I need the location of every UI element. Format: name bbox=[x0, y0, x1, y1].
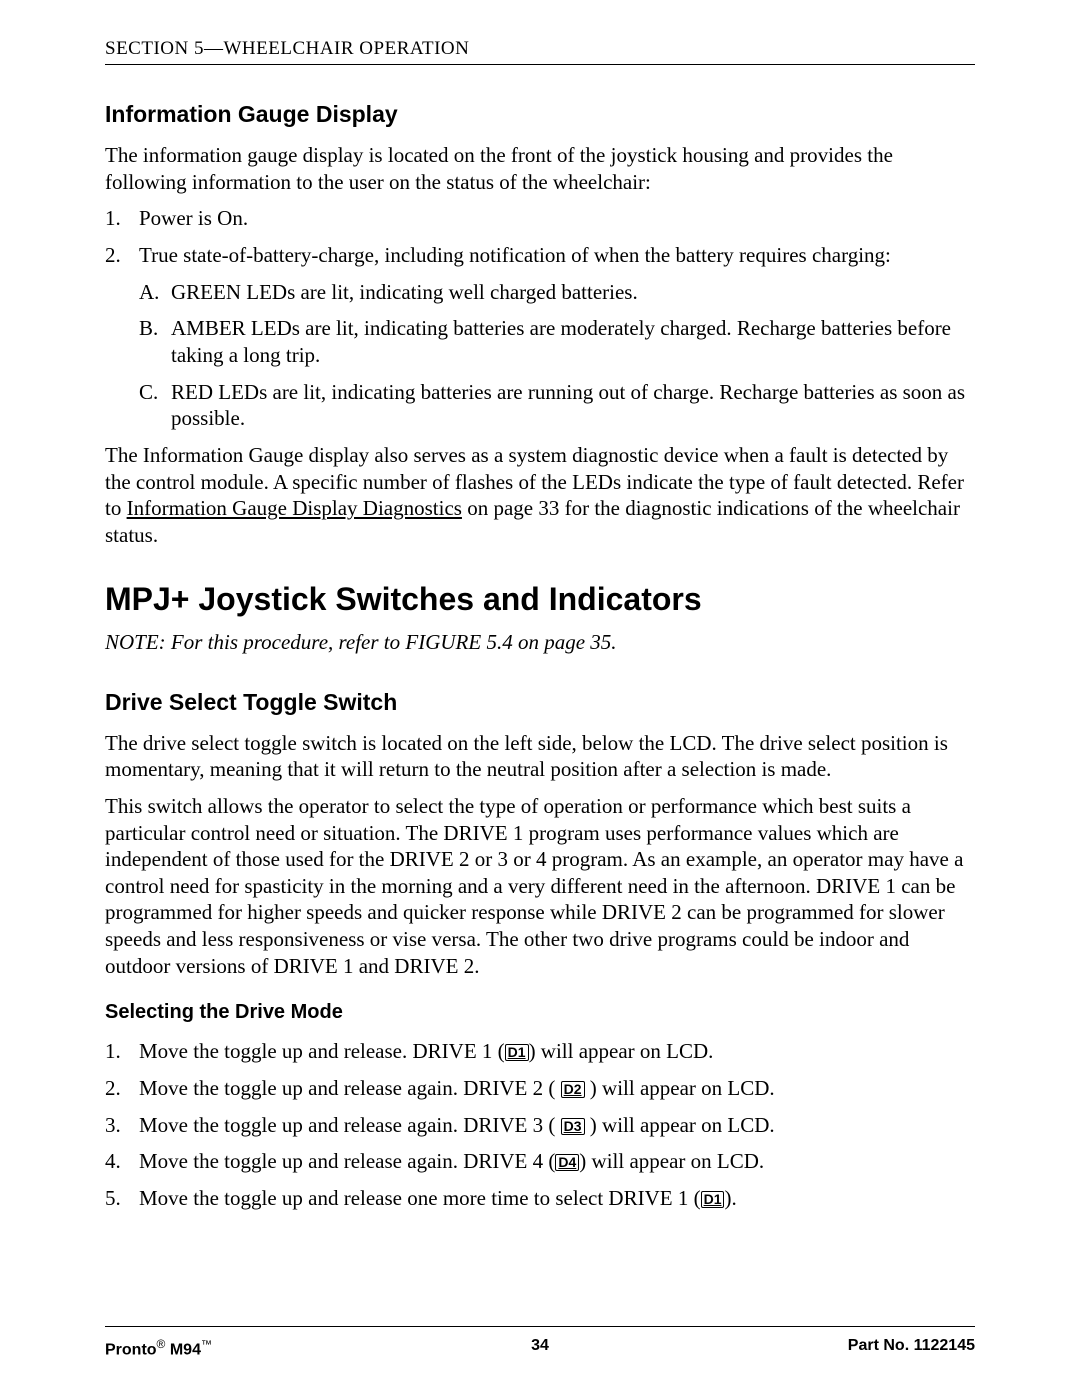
list-number: 2. bbox=[105, 242, 121, 269]
list-text: AMBER LEDs are lit, indicating batteries… bbox=[171, 316, 951, 367]
list-item: 1. Power is On. bbox=[105, 205, 975, 232]
heading-selecting-drive: Selecting the Drive Mode bbox=[105, 1001, 975, 1024]
paragraph-drive-1: The drive select toggle switch is locate… bbox=[105, 730, 975, 783]
text-fragment: ). bbox=[724, 1186, 736, 1210]
list-text: Power is On. bbox=[139, 206, 248, 230]
list-number: 4. bbox=[105, 1148, 121, 1175]
list-item: 3. Move the toggle up and release again.… bbox=[105, 1112, 975, 1139]
list-item: 4. Move the toggle up and release again.… bbox=[105, 1148, 975, 1175]
sublist-leds: A. GREEN LEDs are lit, indicating well c… bbox=[139, 279, 975, 432]
list-item: A. GREEN LEDs are lit, indicating well c… bbox=[139, 279, 975, 306]
list-item: 2. Move the toggle up and release again.… bbox=[105, 1075, 975, 1102]
drive-icon-d4: D4 bbox=[555, 1154, 579, 1171]
drive-icon-d2: D2 bbox=[561, 1081, 585, 1098]
page-footer: Pronto® M94™ 34 Part No. 1122145 bbox=[105, 1326, 975, 1359]
drive-icon-d1: D1 bbox=[701, 1191, 725, 1208]
list-item: C. RED LEDs are lit, indicating batterie… bbox=[139, 379, 975, 432]
list-text: True state-of-battery-charge, including … bbox=[139, 243, 891, 267]
text-fragment: Move the toggle up and release again. DR… bbox=[139, 1076, 561, 1100]
list-number: 1. bbox=[105, 205, 121, 232]
list-text: RED LEDs are lit, indicating batteries a… bbox=[171, 380, 965, 431]
section-header: SECTION 5—WHEELCHAIR OPERATION bbox=[105, 38, 975, 65]
text-fragment: ) will appear on LCD. bbox=[585, 1113, 775, 1137]
list-text: GREEN LEDs are lit, indicating well char… bbox=[171, 280, 638, 304]
text-fragment: ) will appear on LCD. bbox=[529, 1039, 714, 1063]
text-fragment: ) will appear on LCD. bbox=[579, 1149, 764, 1173]
list-drive-steps: 1. Move the toggle up and release. DRIVE… bbox=[105, 1038, 975, 1211]
text-fragment: Move the toggle up and release. DRIVE 1 … bbox=[139, 1039, 505, 1063]
paragraph-diagnostics: The Information Gauge display also serve… bbox=[105, 442, 975, 549]
list-number: 2. bbox=[105, 1075, 121, 1102]
list-item: 5. Move the toggle up and release one mo… bbox=[105, 1185, 975, 1212]
list-item: 2. True state-of-battery-charge, includi… bbox=[105, 242, 975, 432]
text-fragment: ) will appear on LCD. bbox=[585, 1076, 775, 1100]
text-fragment: Move the toggle up and release one more … bbox=[139, 1186, 701, 1210]
list-letter: C. bbox=[139, 379, 158, 406]
list-number: 1. bbox=[105, 1038, 121, 1065]
text-fragment: Move the toggle up and release again. DR… bbox=[139, 1113, 561, 1137]
drive-icon-d1: D1 bbox=[505, 1044, 529, 1061]
note-figure-ref: NOTE: For this procedure, refer to FIGUR… bbox=[105, 630, 975, 655]
list-letter: A. bbox=[139, 279, 159, 306]
footer-page-number: 34 bbox=[105, 1337, 975, 1355]
list-letter: B. bbox=[139, 315, 158, 342]
drive-icon-d3: D3 bbox=[561, 1118, 585, 1135]
heading-info-gauge: Information Gauge Display bbox=[105, 101, 975, 128]
heading-mpj: MPJ+ Joystick Switches and Indicators bbox=[105, 581, 975, 618]
list-item: B. AMBER LEDs are lit, indicating batter… bbox=[139, 315, 975, 368]
text-fragment: Move the toggle up and release again. DR… bbox=[139, 1149, 555, 1173]
list-number: 3. bbox=[105, 1112, 121, 1139]
link-diagnostics[interactable]: Information Gauge Display Diagnostics bbox=[127, 496, 462, 520]
heading-drive-select: Drive Select Toggle Switch bbox=[105, 689, 975, 716]
list-item: 1. Move the toggle up and release. DRIVE… bbox=[105, 1038, 975, 1065]
list-number: 5. bbox=[105, 1185, 121, 1212]
paragraph-intro: The information gauge display is located… bbox=[105, 142, 975, 195]
list-status-info: 1. Power is On. 2. True state-of-battery… bbox=[105, 205, 975, 432]
paragraph-drive-2: This switch allows the operator to selec… bbox=[105, 793, 975, 980]
